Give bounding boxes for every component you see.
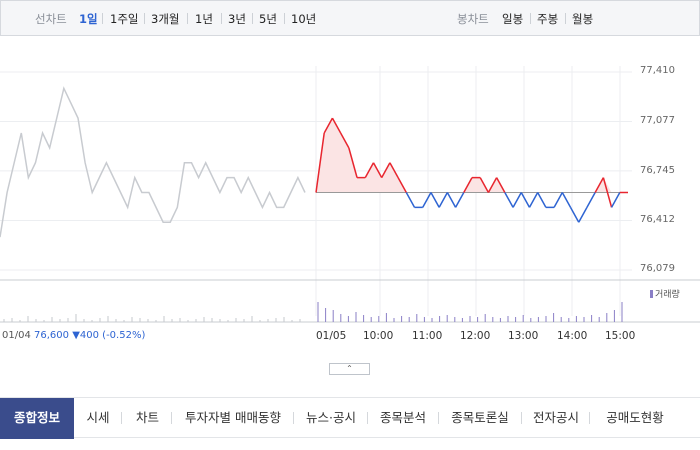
x-tick-label: 01/05 [316, 330, 347, 342]
y-tick-label: 77,077 [640, 115, 675, 126]
period-3m[interactable]: 3개월 [151, 12, 180, 26]
today-price-segment [397, 177, 407, 193]
prev-day-summary: 01/04 76,600 ▼400 (-0.52%) [2, 330, 145, 341]
x-tick-label: 14:00 [557, 330, 588, 342]
toolbar-divider [530, 13, 531, 24]
today-price-segment [594, 177, 605, 193]
price-chart: 77,410 77,077 76,745 76,412 76,079 거래량 0… [0, 36, 700, 376]
today-price-segment [520, 192, 531, 208]
x-tick-label: 13:00 [508, 330, 539, 342]
toolbar-divider [102, 13, 103, 24]
line-chart-label: 선차트 [35, 12, 67, 26]
x-tick-label: 12:00 [460, 330, 491, 342]
up-area-fill [316, 118, 628, 193]
today-price-segment [504, 192, 514, 208]
candle-weekly[interactable]: 주봉 [537, 12, 559, 26]
volume-swatch [650, 290, 653, 298]
today-price-segment [331, 117, 342, 134]
today-price-segment [446, 192, 457, 208]
collapse-chart-button[interactable]: ⌃ [329, 363, 370, 375]
tab-disclosure[interactable]: 전자공시 [532, 410, 579, 425]
volume-legend: 거래량 [650, 287, 680, 300]
toolbar-divider [221, 13, 222, 24]
today-price-segment [405, 192, 416, 208]
today-price-segment [479, 177, 490, 193]
today-price-segment [569, 207, 580, 223]
today-price-segment [372, 162, 383, 178]
today-price-segment [487, 177, 498, 193]
tab-chart[interactable]: 차트 [135, 410, 159, 425]
stock-info-tabs: 종합정보 시세 차트 투자자별 매매동향 뉴스·공시 종목분석 종목토론실 전자… [0, 397, 700, 439]
today-price-segment [454, 192, 465, 208]
period-1y[interactable]: 1년 [195, 12, 213, 26]
y-tick-label: 76,079 [640, 263, 675, 274]
tab-divider [121, 412, 122, 424]
chart-toolbar: 선차트 1일 1주일 3개월 1년 3년 5년 10년 봉차트 일봉 주봉 월봉 [0, 0, 700, 36]
tab-investor-trading[interactable]: 투자자별 매매동향 [185, 410, 281, 425]
period-1d[interactable]: 1일 [79, 12, 98, 26]
y-tick-label: 77,410 [640, 65, 675, 76]
today-price-segment [553, 192, 563, 208]
prev-day-price: 76,600 [34, 330, 70, 341]
today-price-segment [602, 177, 613, 208]
prev-day-date: 01/04 [2, 330, 31, 341]
toolbar-divider [187, 13, 188, 24]
y-tick-label: 76,745 [640, 165, 675, 176]
today-price-segment [537, 192, 547, 208]
today-price-segment [463, 177, 473, 193]
x-tick-label: 11:00 [412, 330, 443, 342]
chevron-up-icon: ⌃ [346, 364, 353, 373]
prev-day-change: ▼400 [72, 330, 99, 341]
today-price-segment [323, 117, 334, 134]
tab-short-selling[interactable]: 공매도현황 [606, 410, 664, 425]
today-price-segment [495, 177, 506, 193]
tab-divider [521, 412, 522, 424]
tab-overview[interactable]: 종합정보 [0, 398, 74, 439]
candle-chart-label: 봉차트 [457, 12, 489, 26]
x-tick-label: 15:00 [605, 330, 636, 342]
prev-day-change-pct: (-0.52%) [102, 330, 146, 341]
price-chart-svg [0, 66, 700, 323]
period-5y[interactable]: 5년 [259, 12, 277, 26]
today-price-segment [438, 192, 449, 208]
today-price-segment [364, 162, 375, 178]
tab-divider [293, 412, 294, 424]
today-price-segment [561, 192, 572, 208]
tab-quotes[interactable]: 시세 [86, 410, 110, 425]
tab-divider [438, 412, 439, 424]
today-price-segment [430, 192, 440, 208]
today-price-segment [610, 192, 621, 208]
period-3y[interactable]: 3년 [228, 12, 246, 26]
candle-monthly[interactable]: 월봉 [572, 12, 594, 26]
tab-discussion[interactable]: 종목토론실 [451, 410, 509, 425]
tab-divider [171, 412, 172, 424]
tab-divider [367, 412, 368, 424]
y-tick-label: 76,412 [640, 214, 675, 225]
period-10y[interactable]: 10년 [291, 12, 317, 26]
toolbar-divider [252, 13, 253, 24]
today-price-segment [339, 132, 350, 149]
toolbar-divider [565, 13, 566, 24]
candle-daily[interactable]: 일봉 [502, 12, 524, 26]
prev-day-line [0, 86, 306, 238]
today-price-segment [348, 147, 358, 178]
today-price-segment [422, 192, 432, 208]
today-price-segment [578, 207, 588, 223]
x-tick-label: 10:00 [363, 330, 394, 342]
tab-analysis[interactable]: 종목분석 [379, 410, 426, 425]
today-price-segment [528, 192, 539, 208]
tab-divider [589, 412, 590, 424]
today-price-segment [315, 132, 325, 193]
period-1w[interactable]: 1주일 [110, 12, 139, 26]
toolbar-divider [144, 13, 145, 24]
today-price-segment [586, 192, 596, 208]
today-price-segment [381, 162, 391, 178]
volume-label: 거래량 [655, 290, 680, 300]
toolbar-divider [284, 13, 285, 24]
today-price-segment [512, 192, 522, 208]
today-price-segment [389, 162, 399, 178]
tab-news[interactable]: 뉴스·공시 [306, 410, 356, 425]
